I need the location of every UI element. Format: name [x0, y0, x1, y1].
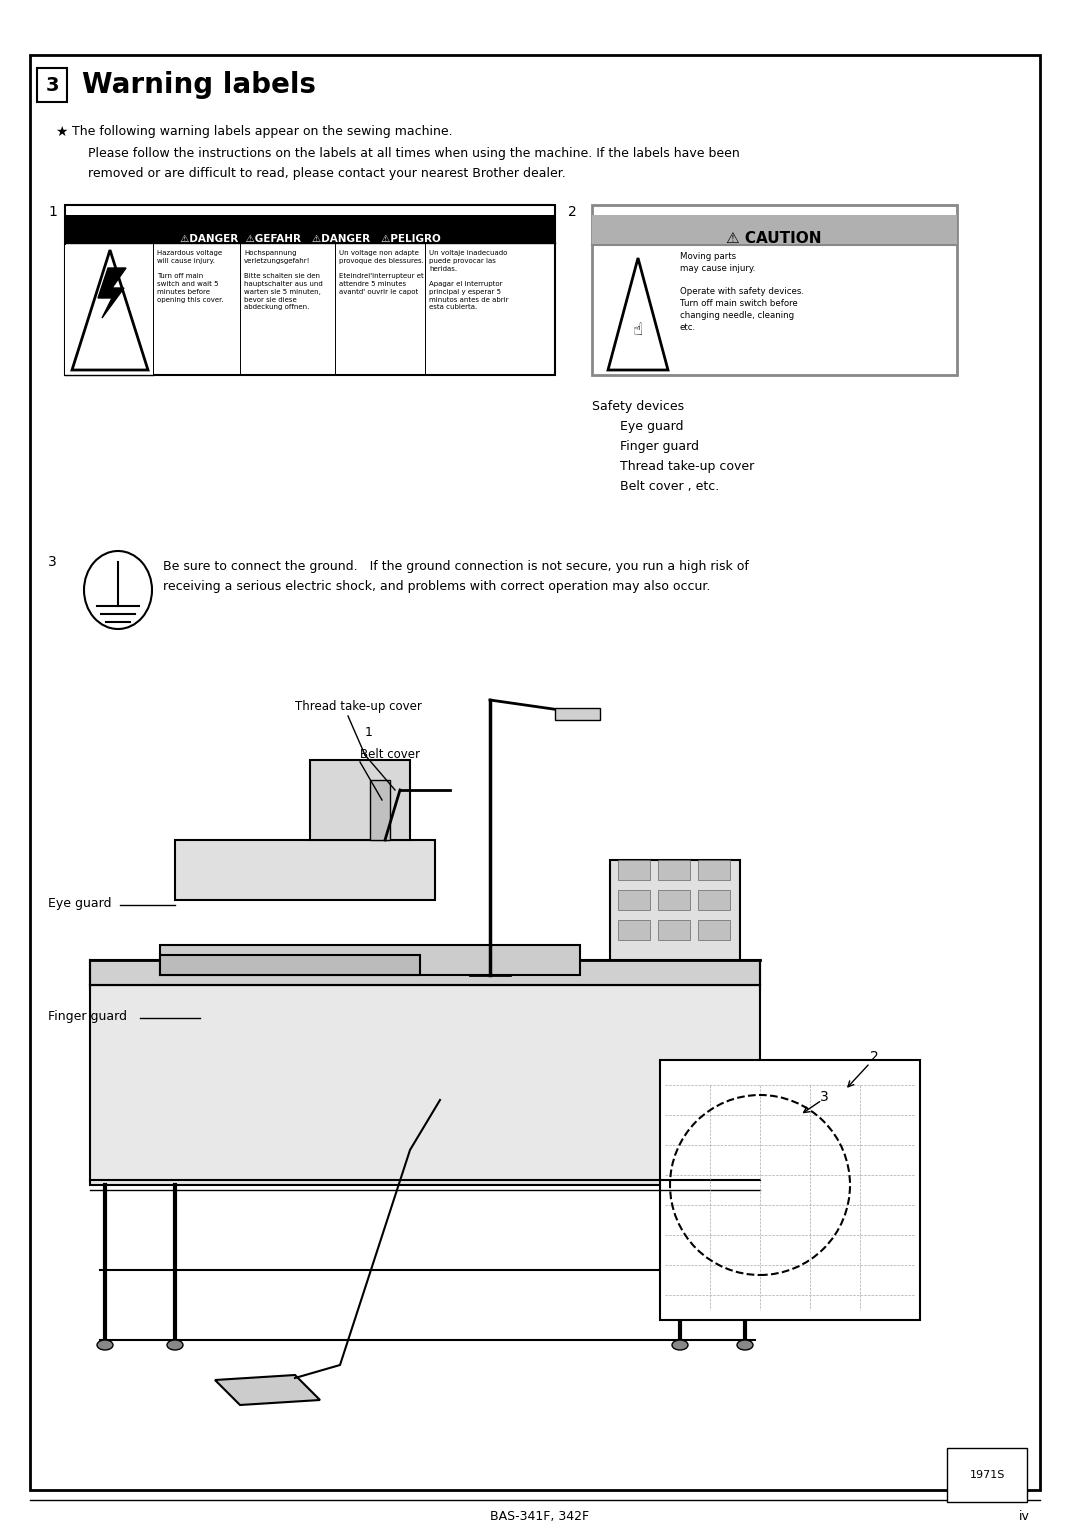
- Text: Un voltaje inadecuado
puede provocar las
heridas.

Apagar el interruptor
princip: Un voltaje inadecuado puede provocar las…: [429, 251, 509, 310]
- Bar: [658, 889, 690, 911]
- Text: Moving parts
may cause injury.

Operate with safety devices.
Turn off main switc: Moving parts may cause injury. Operate w…: [680, 252, 804, 332]
- Text: 2: 2: [568, 205, 577, 219]
- Text: removed or are difficult to read, please contact your nearest Brother dealer.: removed or are difficult to read, please…: [87, 167, 566, 180]
- Bar: [592, 215, 957, 244]
- Bar: [618, 889, 650, 911]
- Ellipse shape: [97, 1340, 113, 1351]
- Text: Un voltage non adapte
provoque des blessures.

Eteindrel'interrupteur et
attendr: Un voltage non adapte provoque des bless…: [339, 251, 423, 295]
- Ellipse shape: [737, 1340, 753, 1351]
- Bar: [310, 759, 410, 840]
- Text: BAS-341F, 342F: BAS-341F, 342F: [490, 1510, 590, 1523]
- Text: Belt cover , etc.: Belt cover , etc.: [620, 480, 719, 494]
- Bar: [65, 244, 153, 374]
- Text: 3: 3: [45, 75, 58, 95]
- Text: Belt cover: Belt cover: [360, 749, 420, 761]
- Text: Eye guard: Eye guard: [48, 897, 111, 911]
- Text: Finger guard: Finger guard: [620, 440, 699, 452]
- Text: 3: 3: [820, 1089, 828, 1105]
- Text: ★: ★: [55, 125, 67, 139]
- Bar: [658, 860, 690, 880]
- Text: ☝: ☝: [633, 321, 643, 339]
- Text: Eye guard: Eye guard: [620, 420, 684, 432]
- Bar: [370, 779, 390, 840]
- Bar: [618, 920, 650, 940]
- Polygon shape: [215, 1375, 320, 1406]
- Bar: [65, 205, 555, 374]
- Bar: [160, 944, 580, 975]
- Bar: [618, 860, 650, 880]
- Bar: [658, 920, 690, 940]
- Text: ⚠DANGER  ⚠GEFAHR   ⚠DANGER   ⚠PELIGRO: ⚠DANGER ⚠GEFAHR ⚠DANGER ⚠PELIGRO: [179, 234, 441, 244]
- Polygon shape: [98, 267, 126, 318]
- Bar: [90, 986, 760, 1186]
- Text: Warning labels: Warning labels: [82, 70, 316, 99]
- Text: Thread take-up cover: Thread take-up cover: [295, 700, 422, 714]
- Text: Thread take-up cover: Thread take-up cover: [620, 460, 754, 474]
- Text: 3: 3: [48, 555, 57, 568]
- Text: 1971S: 1971S: [970, 1470, 1005, 1481]
- Text: Safety devices: Safety devices: [592, 400, 684, 413]
- Text: Hochspannung
verletzungsgefahr!

Bitte schalten sie den
hauptschalter aus und
wa: Hochspannung verletzungsgefahr! Bitte sc…: [244, 251, 323, 310]
- Bar: [660, 1060, 920, 1320]
- Bar: [698, 920, 730, 940]
- Bar: [698, 889, 730, 911]
- Bar: [37, 69, 67, 102]
- Bar: [65, 215, 555, 243]
- Text: Finger guard: Finger guard: [48, 1010, 127, 1024]
- Text: The following warning labels appear on the sewing machine.: The following warning labels appear on t…: [72, 125, 453, 138]
- Text: 1: 1: [48, 205, 57, 219]
- Text: Please follow the instructions on the labels at all times when using the machine: Please follow the instructions on the la…: [87, 147, 740, 160]
- Ellipse shape: [672, 1340, 688, 1351]
- Bar: [698, 860, 730, 880]
- Text: 2: 2: [870, 1050, 879, 1063]
- Bar: [160, 955, 420, 975]
- Bar: [592, 205, 957, 374]
- Bar: [555, 707, 600, 720]
- Bar: [610, 860, 740, 960]
- Text: Hazardous voltage
will cause injury.

Turn off main
switch and wait 5
minutes be: Hazardous voltage will cause injury. Tur…: [157, 251, 224, 303]
- Bar: [175, 840, 435, 900]
- Text: ⚠ CAUTION: ⚠ CAUTION: [726, 231, 822, 246]
- Text: Be sure to connect the ground.   If the ground connection is not secure, you run: Be sure to connect the ground. If the gr…: [163, 559, 748, 573]
- Text: receiving a serious electric shock, and problems with correct operation may also: receiving a serious electric shock, and …: [163, 581, 711, 593]
- Ellipse shape: [167, 1340, 183, 1351]
- Text: iv: iv: [1020, 1510, 1030, 1523]
- Text: 1: 1: [365, 726, 373, 740]
- Bar: [90, 960, 760, 986]
